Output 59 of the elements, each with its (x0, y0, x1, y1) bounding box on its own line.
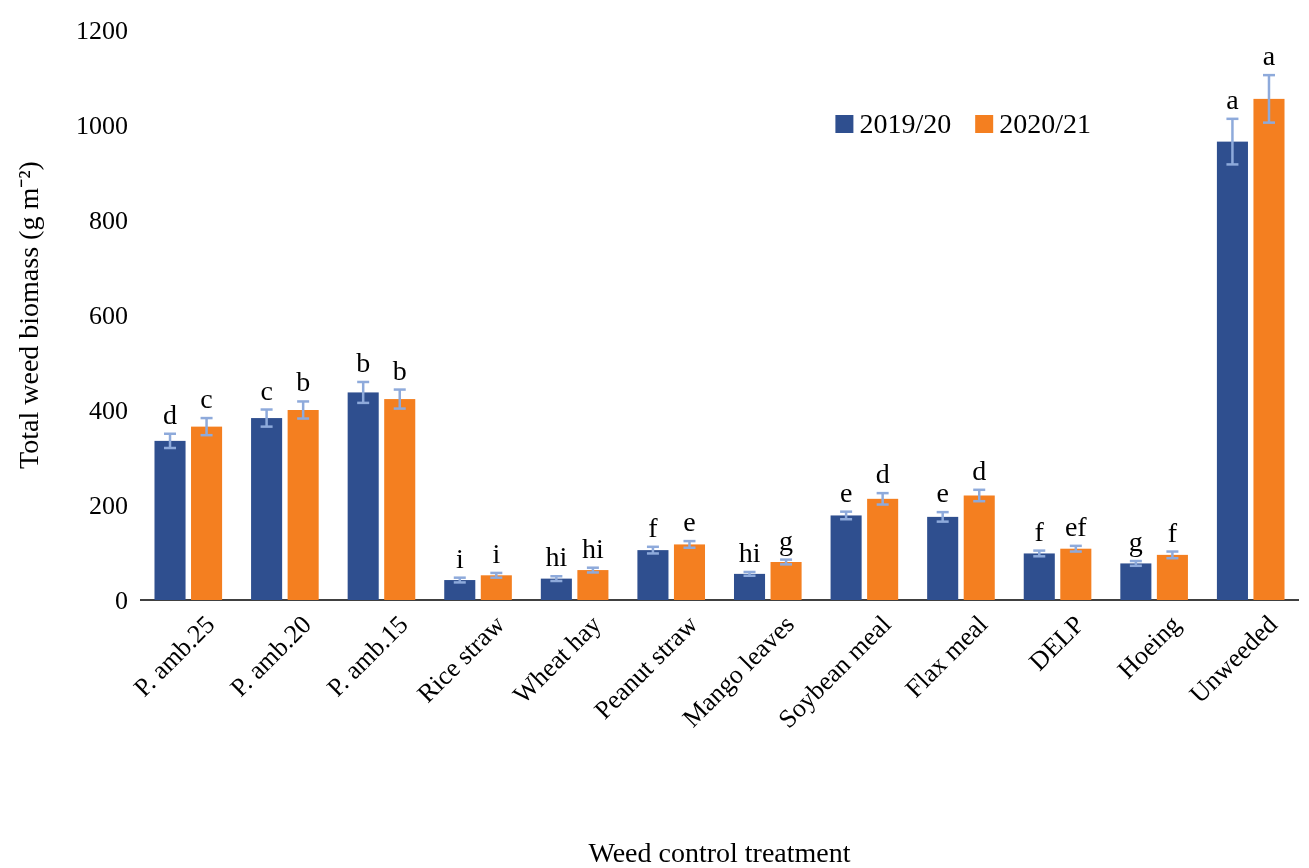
data-label: e (839, 476, 853, 508)
bar (963, 495, 995, 600)
y-tick-label: 0 (115, 585, 128, 615)
bar (770, 562, 802, 600)
data-label: e (683, 506, 696, 538)
data-label: i (492, 537, 501, 569)
data-label: f (648, 511, 659, 543)
data-label: hi (738, 536, 761, 568)
y-axis-title: Total weed biomass (g m⁻²) (13, 161, 44, 469)
bar (1156, 554, 1188, 600)
bar (1120, 563, 1152, 600)
data-label: d (875, 458, 890, 490)
bar (191, 426, 223, 600)
data-label: i (455, 542, 464, 574)
legend-label: 2019/20 (859, 108, 952, 139)
data-label: a (1262, 40, 1276, 72)
data-label: g (1128, 526, 1143, 558)
bar (480, 575, 512, 600)
data-label: ef (1064, 510, 1088, 542)
y-tick-label: 1200 (76, 15, 128, 45)
bar (673, 544, 706, 600)
bar (154, 440, 186, 600)
bar (1216, 141, 1248, 600)
y-tick-label: 400 (89, 395, 128, 425)
data-label: b (392, 354, 407, 386)
bar (1023, 553, 1055, 600)
bar (287, 410, 319, 600)
bar (347, 392, 379, 600)
data-label: hi (582, 532, 605, 564)
bar (1060, 548, 1092, 600)
bar (637, 550, 669, 600)
data-label: e (936, 477, 949, 509)
data-label: c (260, 374, 273, 406)
data-label: g (779, 524, 794, 556)
bar (384, 399, 416, 600)
y-tick-label: 1000 (76, 110, 128, 140)
bar (251, 418, 283, 600)
data-label: a (1226, 83, 1240, 115)
legend-label: 2020/21 (999, 108, 1091, 139)
bar (830, 515, 862, 600)
data-label: b (356, 346, 371, 378)
x-axis-title: Weed control treatment (588, 837, 851, 868)
data-label: d (163, 398, 178, 430)
bar (540, 578, 572, 600)
bar (444, 580, 476, 600)
data-label: b (296, 366, 311, 398)
bar (577, 570, 609, 600)
bar (927, 516, 959, 600)
data-label: f (1034, 515, 1045, 547)
y-tick-label: 200 (89, 490, 128, 520)
y-tick-label: 600 (89, 300, 128, 330)
data-label: d (972, 454, 987, 486)
data-label: hi (545, 541, 568, 573)
bar (733, 573, 766, 600)
data-label: f (1167, 516, 1178, 548)
y-tick-label: 800 (89, 205, 128, 235)
bar (1253, 98, 1285, 600)
data-label: c (200, 383, 213, 415)
bar (867, 498, 899, 600)
